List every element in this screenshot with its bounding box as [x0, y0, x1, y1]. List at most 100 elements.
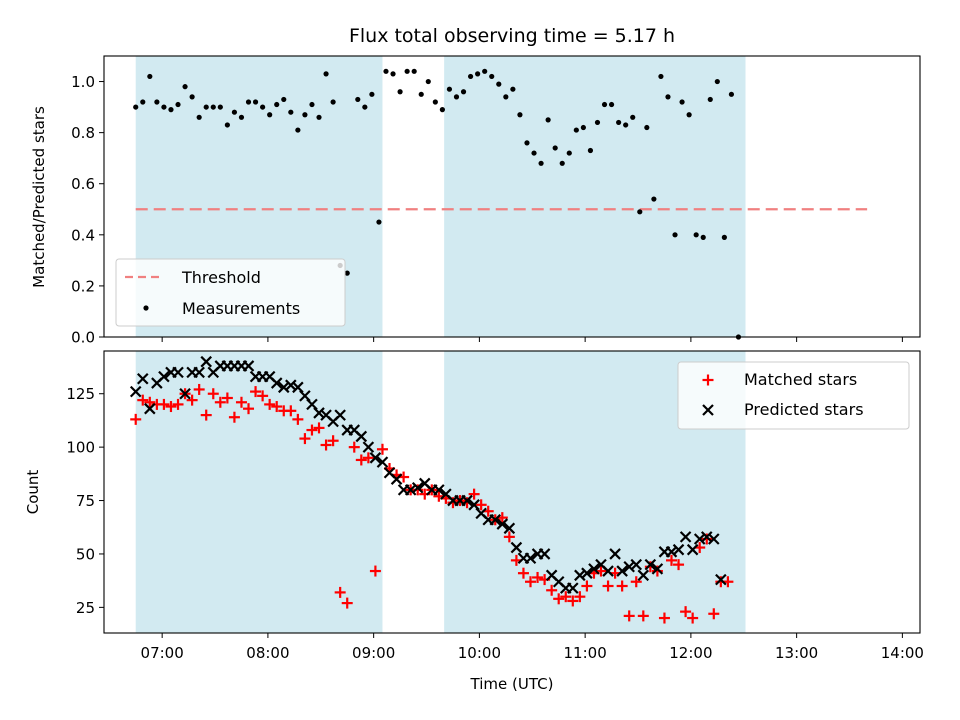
matched-point: [567, 595, 579, 607]
predicted-point: [567, 582, 579, 594]
matched-point: [525, 576, 537, 588]
measurement-point: [362, 104, 368, 110]
measurement-point: [496, 81, 502, 87]
measurement-point: [580, 124, 586, 131]
matched-point: [673, 559, 685, 571]
predicted-point: [242, 360, 255, 372]
top-plot-frame: [103, 55, 921, 338]
measurement-point: [531, 150, 537, 156]
predicted-point: [538, 548, 551, 560]
matched-point: [475, 499, 487, 511]
bottom-y-tick-label: 75: [76, 492, 95, 510]
x-tick-label: 13:00: [775, 644, 818, 662]
matched-point: [306, 424, 318, 436]
measurement-point: [288, 109, 294, 115]
top-y-tick-label: 0.4: [71, 226, 95, 244]
bottom-x-axis: 07:00 08:00 09:00 10:00 11:00 12:00 13:00 14:00: [141, 633, 924, 662]
matched-point: [186, 394, 198, 406]
legend-matched-swatch: [702, 374, 714, 386]
legend-predicted-swatch: [702, 404, 714, 416]
measurement-point: [147, 73, 153, 80]
predicted-point: [376, 456, 389, 468]
measurement-point: [482, 68, 488, 74]
x-tick-label: 07:00: [141, 644, 184, 662]
x-tick-label: 11:00: [564, 644, 607, 662]
measurement-point: [390, 71, 396, 77]
matched-point: [574, 591, 586, 603]
predicted-point: [172, 366, 184, 379]
measurement-point: [707, 96, 713, 103]
matched-point: [581, 580, 593, 592]
predicted-point: [574, 569, 586, 582]
matched-point: [299, 433, 311, 445]
measurement-point: [489, 73, 495, 80]
measurement-point: [231, 109, 238, 115]
bottom-y-label: Count: [24, 470, 42, 515]
measurement-point: [510, 86, 516, 92]
predicted-point: [609, 548, 621, 560]
top-y-tick-label: 0.2: [71, 277, 95, 295]
legend-matched-marker: [702, 374, 714, 386]
measurement-point: [460, 89, 467, 95]
matched-point: [193, 383, 205, 395]
measurement-point: [425, 78, 431, 85]
matched-point: [630, 576, 642, 588]
predicted-point: [129, 385, 142, 398]
predicted-point: [489, 513, 502, 526]
measurement-point: [133, 104, 139, 110]
measurement-point: [189, 94, 195, 100]
matched-point: [637, 610, 649, 622]
measurement-point: [566, 150, 572, 156]
matched-point: [623, 610, 635, 622]
predicted-point: [193, 366, 205, 379]
matched-point: [362, 452, 374, 464]
bottom-y-axis: 25 50 75 100 125: [66, 385, 104, 617]
predicted-point: [390, 473, 403, 485]
measurement-point: [267, 112, 273, 118]
bottom-legend-box: [677, 361, 910, 430]
measurement-point: [693, 232, 699, 238]
measurement-point: [281, 96, 287, 103]
bottom-y-tick-label: 125: [66, 385, 95, 403]
measurement-point: [644, 124, 650, 131]
measurement-point: [552, 145, 558, 151]
matched-point: [546, 584, 558, 596]
measurement-point: [309, 101, 315, 108]
predicted-point: [602, 565, 614, 577]
measurement-point: [323, 71, 329, 77]
measurement-point: [517, 112, 523, 118]
measurement-point: [404, 68, 410, 74]
measurement-point: [217, 104, 223, 110]
predicted-point: [313, 407, 325, 419]
predicted-point: [679, 531, 692, 543]
measurement-point: [601, 101, 608, 108]
measurement-point: [161, 104, 167, 110]
measurement-point: [260, 104, 266, 110]
matched-point: [165, 401, 177, 413]
measurement-point: [686, 112, 692, 118]
predicted-point: [404, 484, 417, 496]
measurement-point: [154, 99, 160, 105]
matched-point: [257, 390, 269, 402]
measurement-point: [665, 94, 671, 100]
x-tick-label: 08:00: [246, 644, 289, 662]
predicted-point: [200, 355, 212, 368]
bottom-plot-frame: [103, 350, 921, 634]
measurement-point: [203, 104, 209, 110]
matched-point: [665, 554, 677, 566]
predicted-point: [158, 370, 170, 383]
top-y-tick-label: 0.6: [71, 175, 95, 193]
matched-point: [235, 396, 247, 408]
predicted-point: [270, 377, 283, 389]
predicted-point: [665, 546, 678, 558]
matched-point: [334, 586, 346, 598]
measurement-point: [559, 160, 565, 166]
matched-point: [264, 398, 276, 410]
matched-point: [320, 439, 332, 451]
bottom-legend: Matched stars Predicted stars: [677, 361, 910, 430]
predicted-point: [637, 569, 650, 582]
top-y-tick-label: 1.0: [71, 73, 95, 91]
matched-point: [221, 392, 233, 404]
matched-point: [243, 403, 255, 415]
